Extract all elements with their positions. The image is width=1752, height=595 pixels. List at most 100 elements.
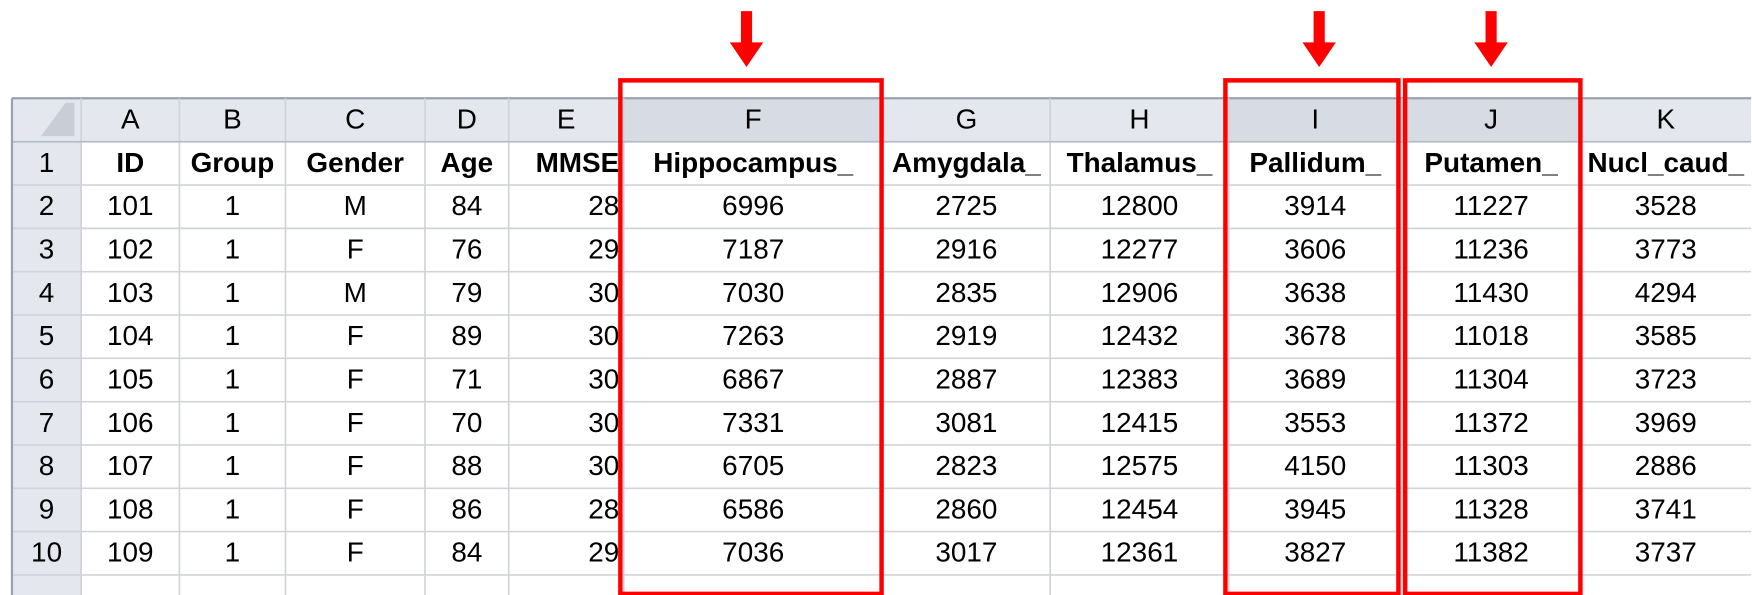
column-letter: K bbox=[1656, 103, 1675, 134]
cell: 3553 bbox=[1284, 407, 1346, 438]
arrow bbox=[1302, 11, 1336, 67]
row-number: 3 bbox=[39, 234, 55, 265]
cell: 30 bbox=[588, 277, 619, 308]
row-number: 5 bbox=[39, 320, 55, 351]
cell: 3741 bbox=[1635, 493, 1697, 524]
cell: 11303 bbox=[1453, 450, 1529, 481]
row-number: 10 bbox=[31, 537, 62, 568]
cell: 1 bbox=[225, 190, 241, 221]
cell: 101 bbox=[107, 190, 154, 221]
cell: 84 bbox=[451, 190, 482, 221]
cell: 12432 bbox=[1101, 320, 1179, 351]
annotations bbox=[618, 11, 1583, 595]
cell: 3945 bbox=[1284, 493, 1346, 524]
cell: 11227 bbox=[1453, 190, 1529, 221]
cell: 6867 bbox=[722, 363, 784, 394]
cell: 1 bbox=[225, 277, 241, 308]
cell: 29 bbox=[588, 537, 619, 568]
cell: 76 bbox=[451, 234, 482, 265]
header-cell: Group bbox=[191, 147, 275, 178]
cell: 2886 bbox=[1635, 450, 1697, 481]
cell: 1 bbox=[225, 363, 241, 394]
selected-column-header bbox=[1228, 98, 1402, 142]
cell: 12361 bbox=[1101, 537, 1179, 568]
cell: 109 bbox=[107, 537, 154, 568]
cell: 12575 bbox=[1101, 450, 1179, 481]
selected-column-header bbox=[623, 98, 883, 142]
cell: 2916 bbox=[935, 234, 997, 265]
cell: 3606 bbox=[1284, 234, 1346, 265]
highlight-box bbox=[1223, 78, 1401, 595]
column-letter: A bbox=[121, 103, 140, 134]
cell: 4294 bbox=[1635, 277, 1697, 308]
row-number: 4 bbox=[39, 277, 55, 308]
header-cell: Amygdala_ bbox=[892, 147, 1041, 178]
cell: 106 bbox=[107, 407, 154, 438]
cell: 11382 bbox=[1453, 537, 1529, 568]
cell: 3638 bbox=[1284, 277, 1346, 308]
cell: 89 bbox=[451, 320, 482, 351]
cell: 3723 bbox=[1635, 363, 1697, 394]
column-letter: B bbox=[223, 103, 242, 134]
row-header-bar bbox=[11, 141, 82, 595]
header-cell: Nucl_caud_ bbox=[1588, 147, 1745, 178]
cell: 79 bbox=[451, 277, 482, 308]
column-letter: J bbox=[1484, 103, 1498, 134]
cell: 3827 bbox=[1284, 537, 1346, 568]
cell: F bbox=[347, 537, 364, 568]
cell: 102 bbox=[107, 234, 154, 265]
cell: 3689 bbox=[1284, 363, 1346, 394]
cell: 4150 bbox=[1284, 450, 1346, 481]
cell: 12800 bbox=[1101, 190, 1179, 221]
highlight-box bbox=[1402, 78, 1583, 595]
cell: 29 bbox=[588, 234, 619, 265]
highlight-box bbox=[618, 78, 884, 595]
row-number: 1 bbox=[39, 147, 55, 178]
cell: 1 bbox=[225, 234, 241, 265]
column-letter: E bbox=[557, 103, 576, 134]
column-letter: C bbox=[345, 103, 365, 134]
cell: 3969 bbox=[1635, 407, 1697, 438]
cell: 2725 bbox=[935, 190, 997, 221]
cell: 6996 bbox=[722, 190, 784, 221]
column-letter: G bbox=[956, 103, 978, 134]
cell: 2835 bbox=[935, 277, 997, 308]
cell: 11328 bbox=[1453, 493, 1529, 524]
cell: 30 bbox=[588, 450, 619, 481]
cell: 84 bbox=[451, 537, 482, 568]
header-cell: Gender bbox=[306, 147, 404, 178]
cell: 70 bbox=[451, 407, 482, 438]
cell: 86 bbox=[451, 493, 482, 524]
row-number: 9 bbox=[39, 493, 55, 524]
cell: 11236 bbox=[1453, 234, 1529, 265]
cell: 11304 bbox=[1453, 363, 1529, 394]
row-number: 7 bbox=[39, 407, 55, 438]
arrow bbox=[1474, 11, 1508, 67]
header-cell: Thalamus_ bbox=[1067, 147, 1213, 178]
column-letter: I bbox=[1311, 103, 1319, 134]
cell: M bbox=[344, 190, 367, 221]
cell: 7036 bbox=[722, 537, 784, 568]
cell: 12277 bbox=[1101, 234, 1179, 265]
column-letter: D bbox=[457, 103, 477, 134]
cell: 30 bbox=[588, 320, 619, 351]
cell: 3017 bbox=[935, 537, 997, 568]
cell: 11430 bbox=[1453, 277, 1529, 308]
cell: F bbox=[347, 407, 364, 438]
cell: 30 bbox=[588, 407, 619, 438]
arrow bbox=[729, 11, 764, 67]
cell: 2919 bbox=[935, 320, 997, 351]
cell: 12415 bbox=[1101, 407, 1179, 438]
cell: 12454 bbox=[1101, 493, 1179, 524]
cell: F bbox=[347, 493, 364, 524]
cell: 2887 bbox=[935, 363, 997, 394]
cell: 12906 bbox=[1101, 277, 1179, 308]
cell: 6586 bbox=[722, 493, 784, 524]
cell: 28 bbox=[588, 190, 619, 221]
cell: 28 bbox=[588, 493, 619, 524]
cell: 11372 bbox=[1453, 407, 1529, 438]
cell: 7030 bbox=[722, 277, 784, 308]
cell: 11018 bbox=[1453, 320, 1529, 351]
row-number: 8 bbox=[39, 450, 55, 481]
cell: 3678 bbox=[1284, 320, 1346, 351]
